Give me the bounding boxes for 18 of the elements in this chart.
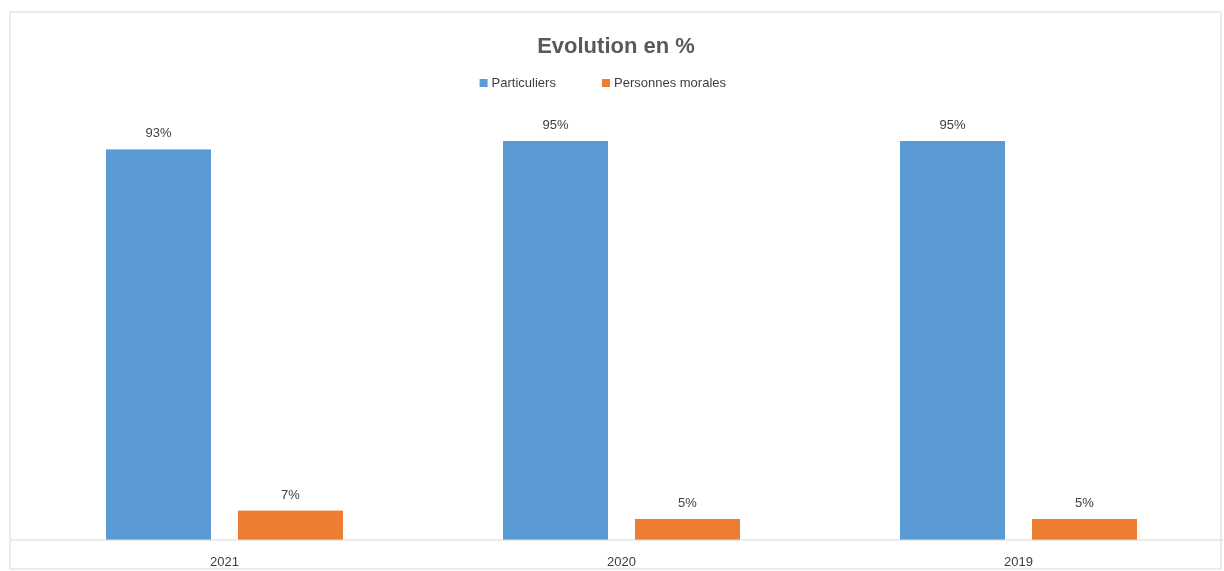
- bar: [900, 141, 1005, 540]
- x-tick-label: 2019: [1004, 554, 1033, 569]
- bar: [238, 510, 343, 540]
- legend-label: Personnes morales: [614, 75, 727, 90]
- data-label: 95%: [939, 117, 966, 132]
- data-label: 5%: [1075, 495, 1095, 510]
- data-label: 5%: [678, 495, 698, 510]
- data-label: 7%: [281, 486, 301, 502]
- bar: [1032, 519, 1137, 540]
- bar: [106, 149, 211, 540]
- data-label: 95%: [542, 117, 569, 132]
- data-label: 93%: [145, 125, 172, 141]
- bar: [635, 519, 740, 540]
- x-tick-label: 2020: [607, 554, 636, 569]
- chart-title: Evolution en %: [537, 33, 695, 58]
- legend-label: Particuliers: [491, 75, 557, 90]
- x-tick-label: 2021: [210, 554, 239, 569]
- bar: [503, 141, 608, 540]
